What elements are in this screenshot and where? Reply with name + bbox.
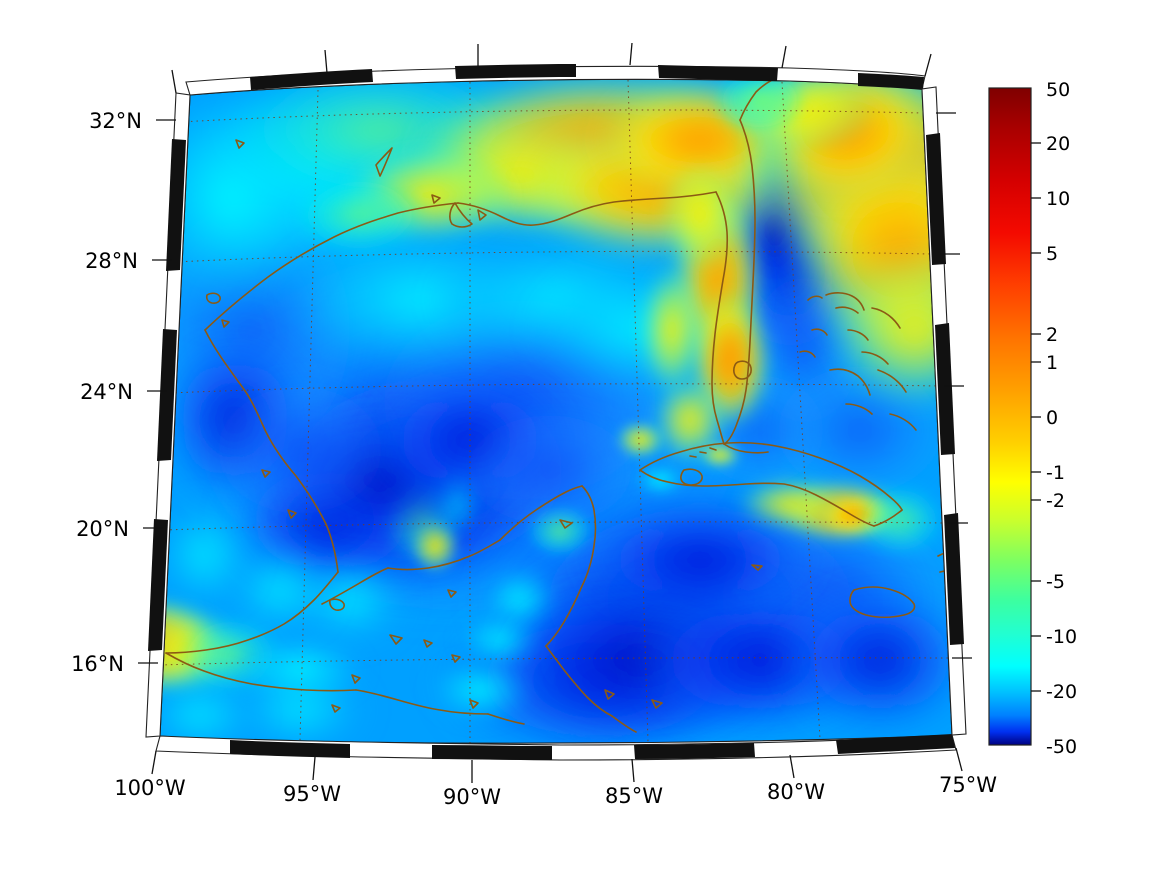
colorbar-tick-label: -20 <box>1046 681 1077 703</box>
latitude-tick-labels: 32°N 28°N 24°N 20°N 16°N <box>71 109 142 676</box>
colorbar-tick-label: -2 <box>1046 490 1065 512</box>
map-data-field <box>160 79 952 744</box>
colorbar-tick-label: 5 <box>1046 243 1058 265</box>
colorbar-ticks <box>1031 142 1041 692</box>
colorbar-gradient[interactable] <box>988 87 1032 746</box>
colorbar-tick-label: 2 <box>1046 324 1058 346</box>
colorbar-tick-labels: 50 20 10 5 2 1 0 -1 -2 -5 -10 -20 -50 <box>1046 79 1077 758</box>
axis-ticks <box>138 42 972 783</box>
lat-tick-label: 32°N <box>89 109 142 133</box>
colorbar-tick-label: 10 <box>1046 188 1070 210</box>
longitude-tick-labels: 100°W 95°W 90°W 85°W 80°W 75°W <box>114 773 997 809</box>
colorbar[interactable]: 50 20 10 5 2 1 0 -1 -2 -5 -10 -20 -50 <box>988 79 1077 758</box>
colorbar-tick-label: -50 <box>1046 736 1077 758</box>
lon-tick-label: 80°W <box>767 780 825 804</box>
lat-tick-label: 20°N <box>76 517 129 541</box>
lon-tick-label: 95°W <box>283 782 341 806</box>
lon-tick-label: 100°W <box>114 776 186 800</box>
coastlines <box>165 79 952 733</box>
lat-tick-label: 24°N <box>80 380 133 404</box>
lon-tick-label: 85°W <box>605 784 663 808</box>
colorbar-tick-label: -5 <box>1046 571 1065 593</box>
map-frame <box>145 64 967 761</box>
colorbar-tick-label: 20 <box>1046 133 1070 155</box>
lat-tick-label: 28°N <box>85 249 138 273</box>
colorbar-tick-label: -1 <box>1046 462 1065 484</box>
colorbar-tick-label: 0 <box>1046 407 1058 429</box>
map-gridlines <box>160 79 951 743</box>
colorbar-tick-label: -10 <box>1046 626 1077 648</box>
lon-tick-label: 90°W <box>443 785 501 809</box>
colorbar-tick-label: 50 <box>1046 79 1070 101</box>
colorbar-tick-label: 1 <box>1046 352 1058 374</box>
lat-tick-label: 16°N <box>71 652 124 676</box>
lon-tick-label: 75°W <box>939 773 997 797</box>
